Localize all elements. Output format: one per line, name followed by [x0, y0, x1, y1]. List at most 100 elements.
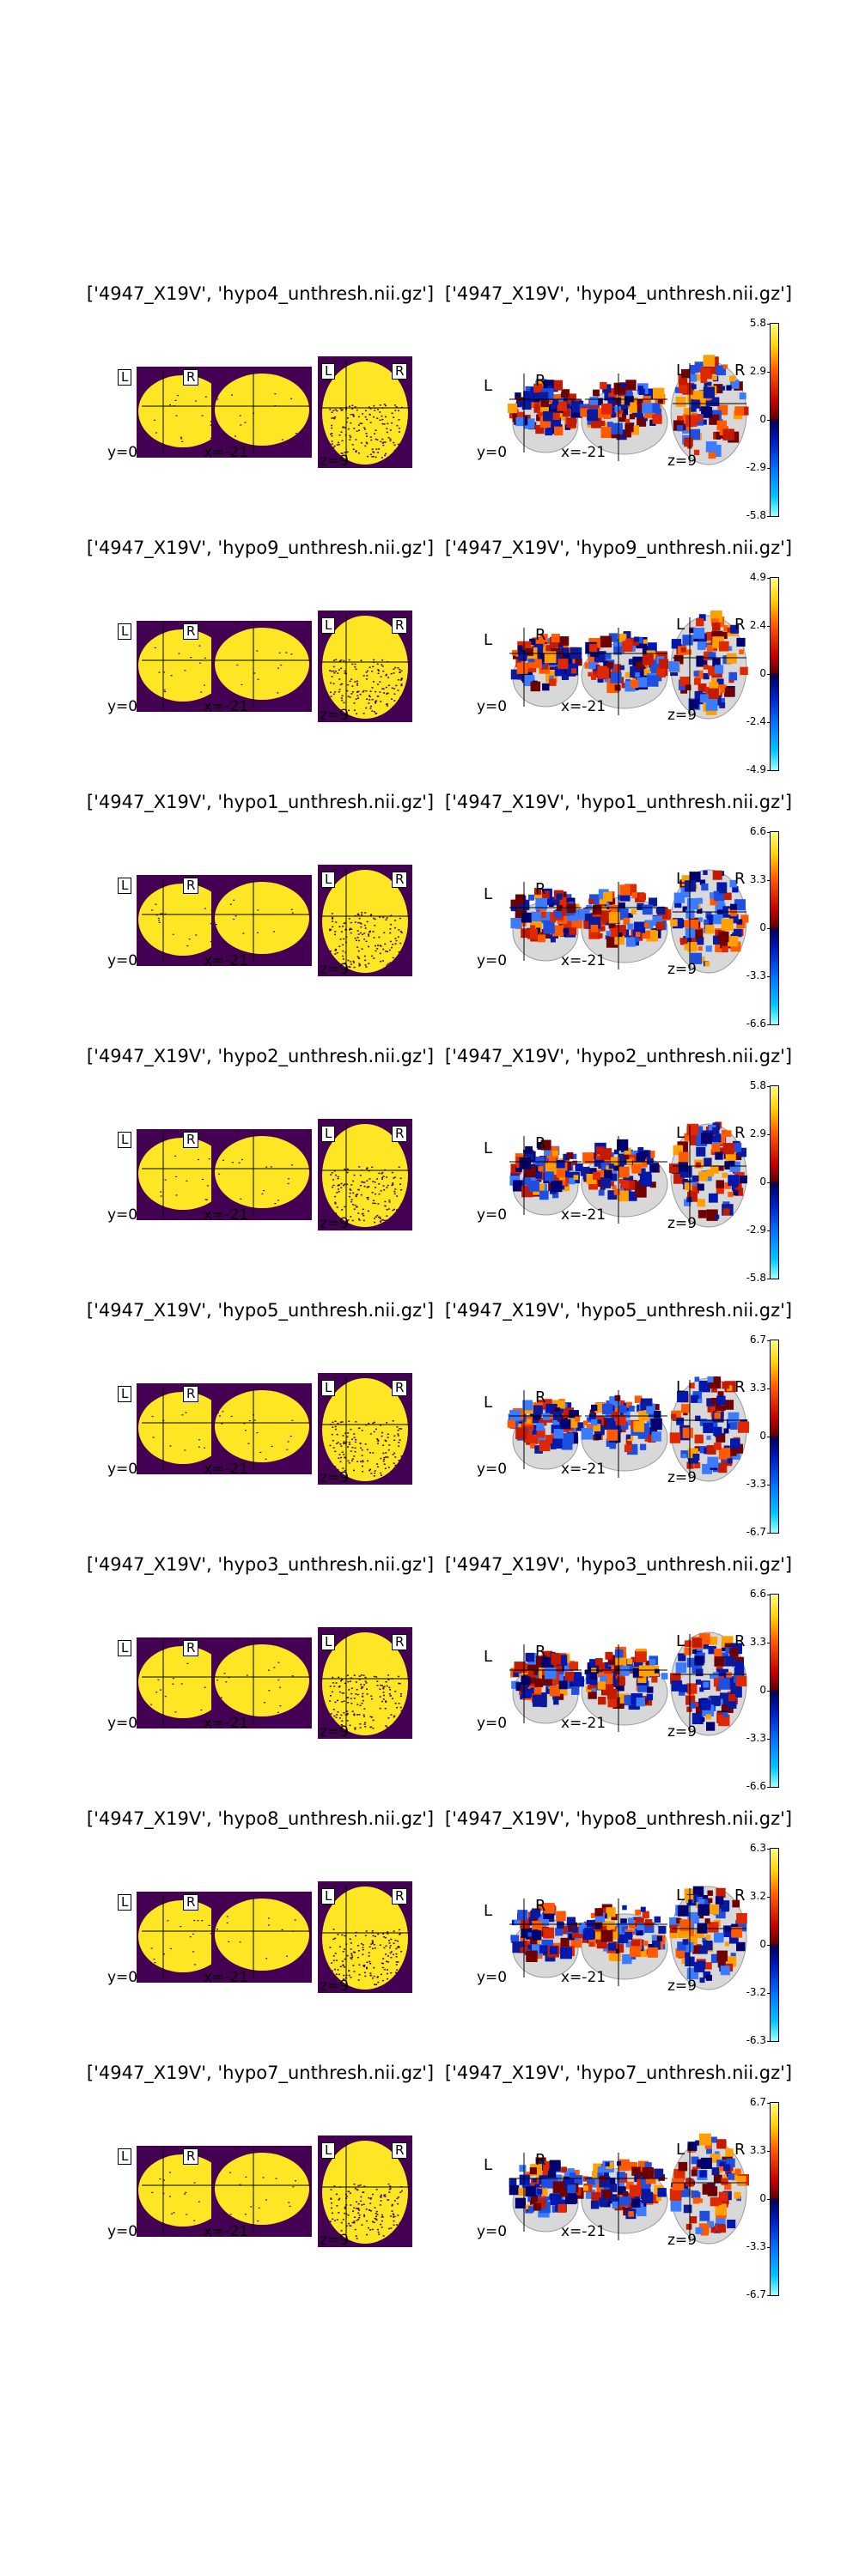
activation-patch: [619, 665, 624, 671]
mask-speck: [341, 1934, 344, 1936]
mask-speck: [381, 1966, 384, 1969]
activation-patch: [621, 1926, 628, 1933]
mask-speck: [338, 945, 341, 947]
activation-patch: [687, 942, 698, 952]
mask-speck: [382, 1958, 385, 1959]
mask-speck: [372, 1181, 375, 1182]
mask-speck: [374, 1421, 376, 1424]
mask-speck: [351, 444, 354, 446]
mask-speck: [340, 1724, 343, 1726]
mask-speck: [381, 2214, 383, 2216]
activation-patch: [708, 451, 716, 459]
mask-speck: [352, 960, 355, 963]
activation-patch: [737, 1147, 746, 1157]
activation-patch: [653, 1411, 661, 1419]
activation-patch: [534, 892, 542, 900]
activation-patch: [720, 697, 725, 702]
mask-speck: [393, 1190, 396, 1193]
mask-speck: [155, 432, 157, 434]
mask-speck: [357, 957, 360, 959]
mask-speck: [388, 949, 391, 951]
mask-speck: [374, 410, 376, 411]
mask-speck: [163, 1953, 166, 1955]
mask-speck: [389, 1695, 392, 1697]
activation-patch: [661, 1673, 668, 1680]
activation-patch: [635, 1651, 647, 1663]
activation-patch: [692, 2197, 700, 2204]
activation-patch: [724, 1130, 732, 1137]
mask-speck: [390, 2227, 393, 2229]
activation-patch: [562, 1183, 570, 1192]
mask-speck: [371, 1166, 374, 1169]
activation-patch: [613, 646, 622, 655]
activation-patch: [545, 1667, 557, 1680]
activation-patch: [623, 2191, 629, 2196]
activation-patch: [575, 1923, 582, 1929]
mask-speck: [374, 945, 376, 947]
mask-speck: [344, 2212, 346, 2215]
mask-speck: [174, 1155, 177, 1157]
orientation-label: R: [535, 1388, 546, 1406]
activation-patch: [554, 910, 563, 919]
activation-patch: [581, 1427, 594, 1440]
mask-speck: [369, 930, 372, 933]
mask-speck: [275, 2178, 277, 2179]
mask-speck: [375, 1178, 378, 1180]
mask-speck: [331, 411, 333, 413]
mask-speck: [356, 695, 359, 696]
activation-patch: [589, 1677, 598, 1686]
mask-speck: [210, 421, 212, 422]
mask-speck: [394, 1978, 397, 1980]
mask-speck: [377, 1439, 380, 1441]
slice-coordinate-label: x=-21: [561, 952, 606, 969]
right-plot-title: ['4947_X19V', 'hypo4_unthresh.nii.gz']: [444, 283, 793, 304]
activation-patch: [608, 1163, 614, 1170]
activation-patch: [573, 1676, 585, 1687]
sagittal-mask: [215, 1644, 309, 1716]
mask-speck: [230, 394, 233, 396]
activation-patch: [726, 385, 732, 391]
mask-speck: [362, 1461, 364, 1463]
activation-patch: [515, 1165, 522, 1173]
activation-patch: [710, 2227, 716, 2233]
mask-speck: [396, 1940, 399, 1942]
mask-speck: [329, 2221, 332, 2222]
mask-speck: [376, 1976, 379, 1978]
mask-speck: [277, 1711, 279, 1713]
orientation-label: R: [392, 1380, 408, 1396]
activation-patch: [609, 927, 619, 938]
activation-patch: [716, 1432, 726, 1443]
colorbar-tick-mark: [767, 2103, 771, 2104]
activation-patch: [705, 1714, 711, 1720]
mask-speck: [389, 440, 392, 442]
activation-patch: [658, 1925, 667, 1934]
mask-speck: [373, 1675, 375, 1678]
mask-speck: [331, 958, 333, 960]
mask-speck: [332, 665, 335, 668]
activation-patch: [518, 2188, 527, 2196]
mask-speck: [341, 1701, 344, 1703]
activation-patch: [719, 2161, 726, 2168]
activation-patch: [584, 913, 593, 921]
mask-speck: [363, 1708, 366, 1710]
mask-speck: [363, 933, 366, 934]
mask-speck: [349, 1724, 351, 1727]
activation-patch: [720, 2199, 728, 2208]
orientation-label: R: [392, 1126, 408, 1142]
activation-patch: [714, 1413, 721, 1419]
colorbar-tick-mark: [767, 1849, 771, 1850]
activation-patch: [602, 2190, 612, 2199]
mask-speck: [353, 1437, 356, 1438]
activation-patch: [693, 671, 699, 677]
activation-patch: [559, 1664, 567, 1672]
activation-patch: [567, 2184, 576, 2194]
mask-speck: [374, 1202, 376, 1205]
mask-speck: [365, 1966, 368, 1969]
mask-speck: [384, 943, 387, 945]
mask-speck: [365, 1424, 368, 1426]
activation-patch: [703, 672, 710, 680]
mask-speck: [374, 1470, 376, 1472]
mask-speck: [392, 1209, 394, 1212]
activation-patch: [594, 665, 600, 671]
mask-speck: [389, 940, 392, 943]
